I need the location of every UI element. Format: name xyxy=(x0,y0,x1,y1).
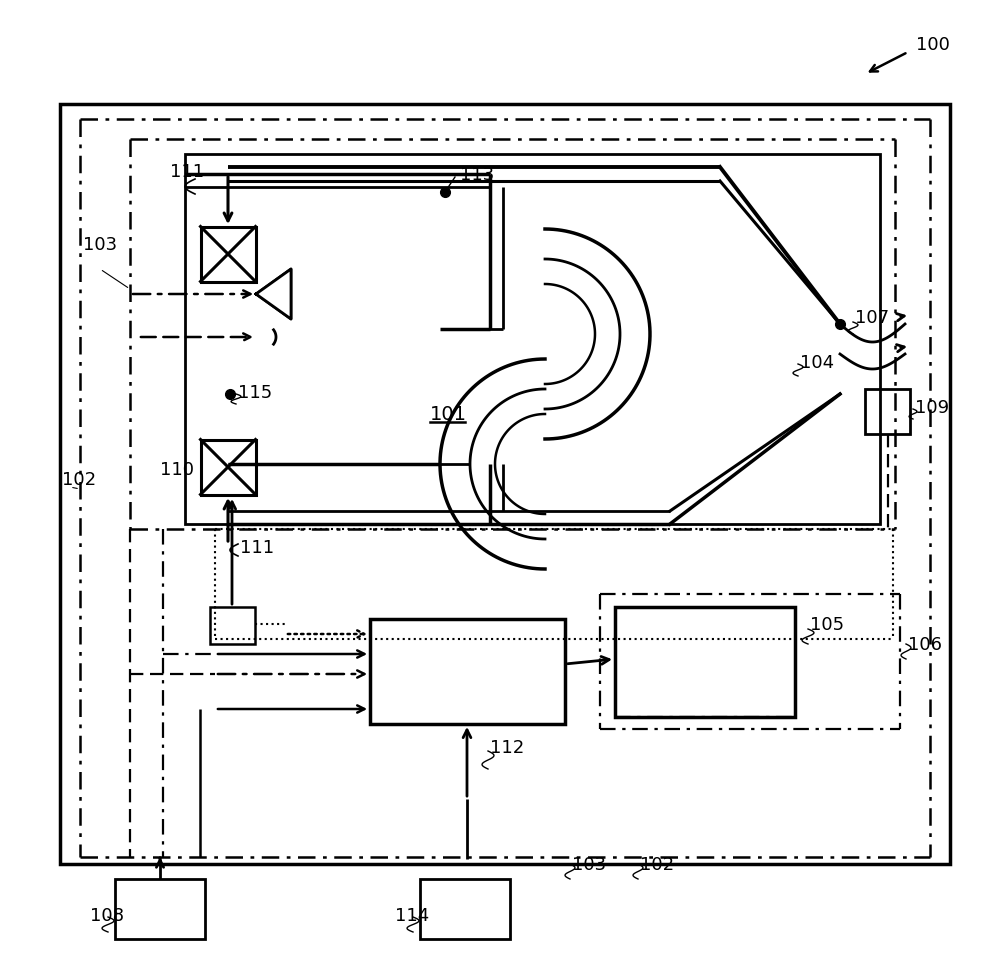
Text: 100: 100 xyxy=(916,36,950,54)
Bar xyxy=(115,879,205,939)
Text: 113: 113 xyxy=(460,166,494,184)
Text: 104: 104 xyxy=(800,354,834,371)
Text: 110: 110 xyxy=(160,460,194,479)
Text: 115: 115 xyxy=(238,384,272,402)
Bar xyxy=(201,228,256,282)
Bar xyxy=(370,619,565,724)
Bar xyxy=(865,390,910,435)
Bar xyxy=(615,608,795,717)
Text: 103: 103 xyxy=(572,855,606,873)
Bar xyxy=(420,879,510,939)
Bar xyxy=(210,608,255,645)
Text: 102: 102 xyxy=(640,855,674,873)
Text: 105: 105 xyxy=(810,616,844,633)
Text: 111: 111 xyxy=(240,538,274,557)
Text: 103: 103 xyxy=(83,235,117,254)
Text: 101: 101 xyxy=(430,405,467,424)
Text: 112: 112 xyxy=(490,739,524,756)
Text: 106: 106 xyxy=(908,635,942,654)
Bar xyxy=(60,105,950,864)
Text: 111: 111 xyxy=(170,163,204,181)
Text: 107: 107 xyxy=(855,309,889,326)
Bar xyxy=(201,440,256,495)
Text: 109: 109 xyxy=(915,399,949,416)
Bar xyxy=(185,154,880,525)
Text: 102: 102 xyxy=(62,471,96,488)
Text: 108: 108 xyxy=(90,906,124,924)
Text: 114: 114 xyxy=(395,906,429,924)
Polygon shape xyxy=(256,270,291,319)
